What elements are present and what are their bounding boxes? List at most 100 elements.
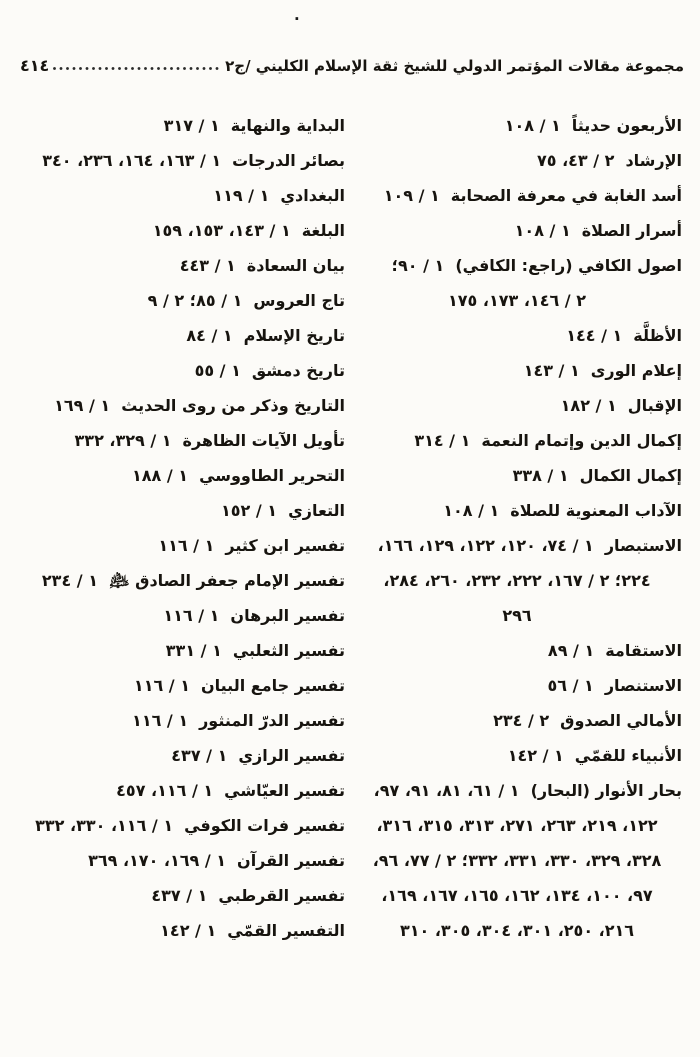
running-title: مجموعة مقالات المؤتمر الدولي للشيخ ثقة ا… xyxy=(225,57,684,75)
index-entry-line: تاريخ دمشق ١ / ٥٥ xyxy=(20,354,345,389)
entry-title: إكمال الكمال xyxy=(579,466,682,485)
entry-title: بحار الأنوار (البحار) xyxy=(530,781,682,800)
index-entry: تأويل الآيات الظاهرة ١ / ٣٢٩، ٣٣٢ xyxy=(20,424,345,459)
entry-refs: ١ / ٣٣١ xyxy=(165,641,222,660)
entry-title: تفسير الإمام جعفر الصادق ﵇ xyxy=(108,571,345,590)
index-entry-line: التعازي ١ / ١٥٢ xyxy=(20,494,345,529)
entry-refs: ١ / ١١٦ xyxy=(163,606,220,625)
index-entry: بحار الأنوار (البحار) ١ / ٦١، ٨١، ٩١، ٩٧،… xyxy=(352,774,682,949)
index-entry: تفسير الدرّ المنثور ١ / ١١٦ xyxy=(20,704,345,739)
index-entry-line: تفسير الثعلبي ١ / ٣٣١ xyxy=(20,634,345,669)
index-entry-line: البداية والنهاية ١ / ٣١٧ xyxy=(20,109,345,144)
index-entry: تاريخ الإسلام ١ / ٨٤ xyxy=(20,319,345,354)
index-entry-line: بيان السعادة ١ / ٤٤٣ xyxy=(20,249,345,284)
entry-title: تفسير جامع البيان xyxy=(200,676,345,695)
index-entry: الأربعون حديثاً ١ / ١٠٨ xyxy=(352,109,682,144)
entry-title: الأظلَّة xyxy=(633,326,682,345)
index-entry-line: تأويل الآيات الظاهرة ١ / ٣٢٩، ٣٣٢ xyxy=(20,424,345,459)
index-entry: الإقبال ١ / ١٨٢ xyxy=(352,389,682,424)
entry-refs: ١ / ١٨٨ xyxy=(132,466,189,485)
index-entry: بيان السعادة ١ / ٤٤٣ xyxy=(20,249,345,284)
entry-refs: ١ / ١١٦ xyxy=(132,711,189,730)
entry-refs-continuation: ٣٢٨، ٣٢٩، ٣٣٠، ٣٣١، ٣٣٢؛ ٢ / ٧٧، ٩٦، xyxy=(372,851,662,870)
entry-title: بيان السعادة xyxy=(246,256,345,275)
index-entry: التحرير الطاووسي ١ / ١٨٨ xyxy=(20,459,345,494)
index-entry: تاج العروس ١ / ٨٥؛ ٢ / ٩ xyxy=(20,284,345,319)
index-entry: تاريخ دمشق ١ / ٥٥ xyxy=(20,354,345,389)
entry-refs: ١ / ١٤٣ xyxy=(523,361,580,380)
entry-title: تفسير فرات الكوفي xyxy=(184,816,345,835)
entry-title: البداية والنهاية xyxy=(230,116,345,135)
entry-refs: ١ / ١٦٩ xyxy=(54,396,111,415)
index-entry-line: البلغة ١ / ١٤٣، ١٥٣، ١٥٩ xyxy=(20,214,345,249)
index-entry-line: تفسير الإمام جعفر الصادق ﵇ ١ / ٢٣٤ xyxy=(20,564,345,599)
index-entry-line: تفسير الرازي ١ / ٤٣٧ xyxy=(20,739,345,774)
index-entry: الإرشاد ٢ / ٤٣، ٧٥ xyxy=(352,144,682,179)
entry-refs: ١ / ٣١٧ xyxy=(163,116,220,135)
entry-refs: ١ / ٢٣٤ xyxy=(41,571,98,590)
entry-refs: ١ / ١٠٨ xyxy=(504,116,561,135)
index-entry-line: الأنبياء للقمّي ١ / ١٤٢ xyxy=(352,739,682,774)
index-entry: الاستنصار ١ / ٥٦ xyxy=(352,669,682,704)
index-column-left: البداية والنهاية ١ / ٣١٧ بصائر الدرجات ١ / … xyxy=(20,109,345,949)
entry-title: البلغة xyxy=(301,221,345,240)
entry-refs: ١ / ٤٣٧ xyxy=(171,746,228,765)
index-entry-line: التحرير الطاووسي ١ / ١٨٨ xyxy=(20,459,345,494)
entry-refs: ١ / ١٦٣، ١٦٤، ٢٣٦، ٣٤٠ xyxy=(42,151,222,170)
index-entry-line: تاج العروس ١ / ٨٥؛ ٢ / ٩ xyxy=(20,284,345,319)
entry-title: الأمالي الصدوق xyxy=(560,711,682,730)
entry-title: تفسير القرطبي xyxy=(218,886,345,905)
index-entry: تفسير فرات الكوفي ١ / ١١٦، ٣٣٠، ٣٣٢ xyxy=(20,809,345,844)
entry-title: تفسير العيّاشي xyxy=(224,781,345,800)
index-entry: أسد الغابة في معرفة الصحابة ١ / ١٠٩ xyxy=(352,179,682,214)
entry-refs: ١ / ١١٦، ٣٣٠، ٣٣٢ xyxy=(35,816,174,835)
index-entry-line: الأظلَّة ١ / ١٤٤ xyxy=(352,319,682,354)
index-entry: تفسير ابن كثير ١ / ١١٦ xyxy=(20,529,345,564)
entry-refs: ١ / ١١٦ xyxy=(158,536,215,555)
index-entry-line: التفسير القمّي ١ / ١٤٢ xyxy=(20,914,345,949)
entry-title: الإقبال xyxy=(627,396,682,415)
index-entry: تفسير الرازي ١ / ٤٣٧ xyxy=(20,739,345,774)
entry-title: اصول الكافي (راجع: الكافي) xyxy=(455,256,682,275)
entry-refs: ١ / ٨٤ xyxy=(186,326,233,345)
index-column-right: الأربعون حديثاً ١ / ١٠٨ الإرشاد ٢ / ٤٣، ٧٥ أ… xyxy=(352,109,682,949)
index-entry-line: إعلام الورى ١ / ١٤٣ xyxy=(352,354,682,389)
entry-title: الأنبياء للقمّي xyxy=(574,746,682,765)
entry-refs: ١ / ٦١، ٨١، ٩١، ٩٧، xyxy=(373,781,520,800)
index-entry-line: تفسير الدرّ المنثور ١ / ١١٦ xyxy=(20,704,345,739)
index-entry-line: بحار الأنوار (البحار) ١ / ٦١، ٨١، ٩١، ٩٧، xyxy=(352,774,682,809)
index-entry-line: بصائر الدرجات ١ / ١٦٣، ١٦٤، ٢٣٦، ٣٤٠ xyxy=(20,144,345,179)
index-entry-line: تفسير جامع البيان ١ / ١١٦ xyxy=(20,669,345,704)
index-entry-line: إكمال الكمال ١ / ٣٣٨ xyxy=(352,459,682,494)
index-entry-line: الاستبصار ١ / ٧٤، ١٢٠، ١٢٢، ١٢٩، ١٦٦، xyxy=(352,529,682,564)
index-entry: تفسير جامع البيان ١ / ١١٦ xyxy=(20,669,345,704)
entry-title: أسرار الصلاة xyxy=(581,221,682,240)
index-entry: البداية والنهاية ١ / ٣١٧ xyxy=(20,109,345,144)
entry-refs: ١ / ١٠٨ xyxy=(514,221,571,240)
entry-title: التاريخ وذكر من روى الحديث xyxy=(121,396,345,415)
index-entry: إكمال الدين وإتمام النعمة ١ / ٣١٤ xyxy=(352,424,682,459)
index-entry: الاستبصار ١ / ٧٤، ١٢٠، ١٢٢، ١٢٩، ١٦٦، ٢٢٤؛… xyxy=(352,529,682,634)
entry-refs: ١ / ٣١٤ xyxy=(414,431,471,450)
entry-title: الآداب المعنوية للصلاة xyxy=(510,501,682,520)
index-entry-line: التاريخ وذكر من روى الحديث ١ / ١٦٩ xyxy=(20,389,345,424)
index-entry: البلغة ١ / ١٤٣، ١٥٣، ١٥٩ xyxy=(20,214,345,249)
index-entry: البغدادي ١ / ١١٩ xyxy=(20,179,345,214)
index-entry-line: تفسير فرات الكوفي ١ / ١١٦، ٣٣٠، ٣٣٢ xyxy=(20,809,345,844)
entry-title: تفسير الرازي xyxy=(238,746,345,765)
index-entry: تفسير العيّاشي ١ / ١١٦، ٤٥٧ xyxy=(20,774,345,809)
entry-title: الإرشاد xyxy=(625,151,682,170)
entry-refs: ١ / ٣٢٩، ٣٣٢ xyxy=(74,431,172,450)
entry-refs: ٢ / ٢٣٤ xyxy=(493,711,550,730)
entry-title: أسد الغابة في معرفة الصحابة xyxy=(450,186,682,205)
entry-title: تاريخ دمشق xyxy=(251,361,345,380)
index-entry: الأظلَّة ١ / ١٤٤ xyxy=(352,319,682,354)
index-entry: اصول الكافي (راجع: الكافي) ١ / ٩٠؛ ٢ / ١٤٦… xyxy=(352,249,682,319)
index-entry-line: البغدادي ١ / ١١٩ xyxy=(20,179,345,214)
index-entry: الاستقامة ١ / ٨٩ xyxy=(352,634,682,669)
entry-refs: ١ / ٧٤، ١٢٠، ١٢٢، ١٢٩، ١٦٦، xyxy=(377,536,594,555)
top-mark: . xyxy=(294,6,300,24)
index-entry: إكمال الكمال ١ / ٣٣٨ xyxy=(352,459,682,494)
entry-title: تفسير الثعلبي xyxy=(232,641,345,660)
